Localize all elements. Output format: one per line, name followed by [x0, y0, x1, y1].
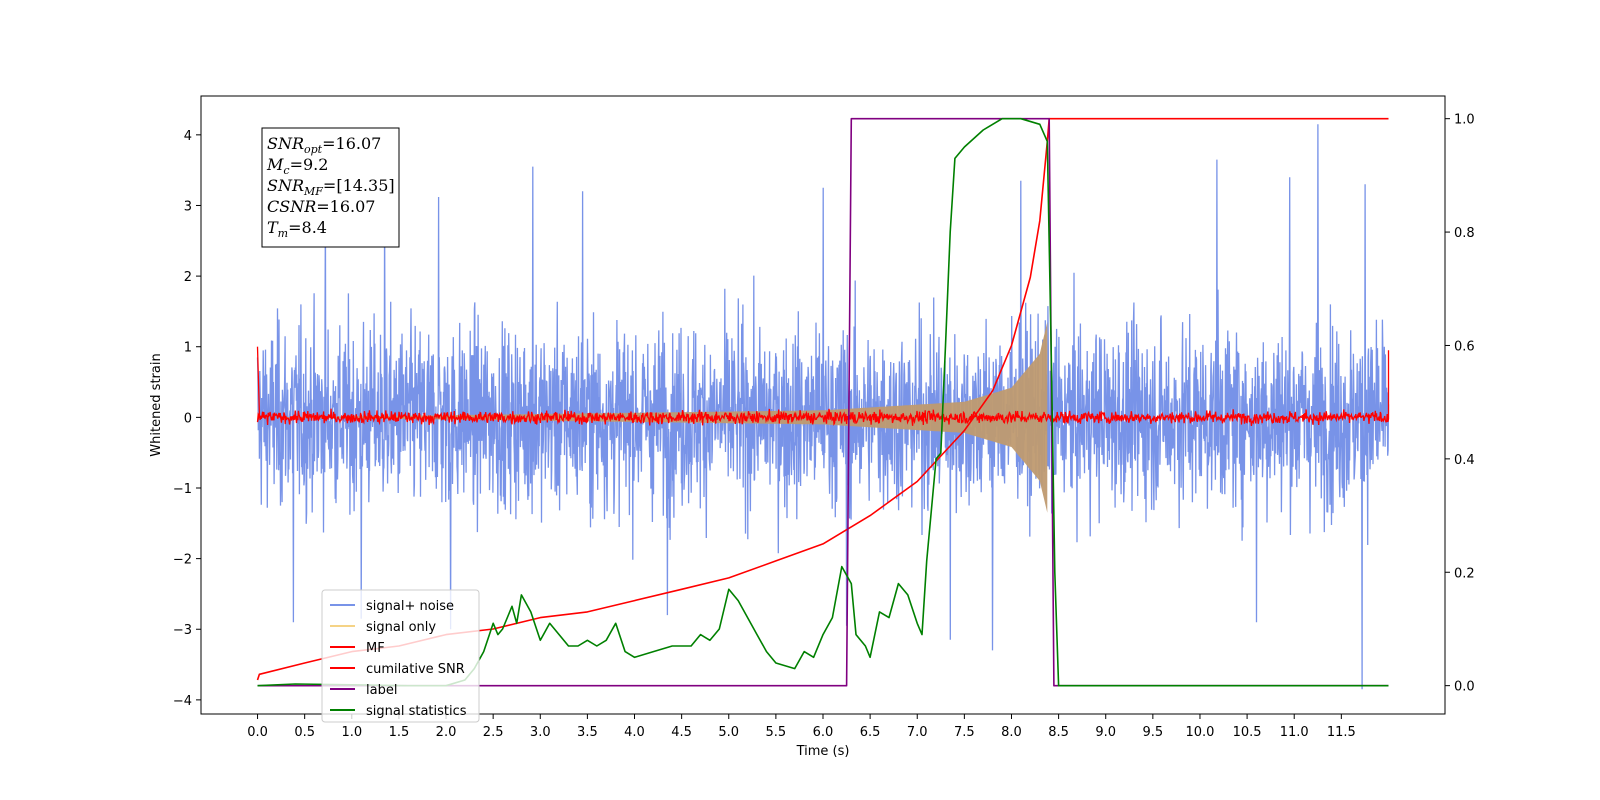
legend-label: signal only — [366, 620, 436, 635]
y-right-tick-label: 0.0 — [1454, 680, 1475, 695]
x-tick-label: 5.0 — [718, 725, 739, 740]
annotation-subscript: MF — [303, 185, 323, 198]
annotation-line: CSNR=16.07 — [267, 197, 375, 216]
legend-label: label — [366, 683, 397, 698]
x-tick-label: 1.5 — [389, 725, 410, 740]
series-mf-line — [256, 346, 1390, 427]
legend-label: signal statistics — [366, 704, 467, 719]
annotation-value: =[14.35] — [323, 176, 395, 195]
x-tick-label: 0.0 — [247, 725, 268, 740]
y-right-tick-label: 0.8 — [1454, 226, 1475, 241]
annotation-value: =16.07 — [316, 197, 375, 216]
x-tick-label: 11.0 — [1280, 725, 1309, 740]
x-tick-label: 11.5 — [1327, 725, 1356, 740]
x-tick-label: 4.5 — [671, 725, 692, 740]
x-tick-label: 9.5 — [1143, 725, 1164, 740]
annotation-line: SNRMF=[14.35] — [267, 176, 395, 198]
x-tick-label: 6.5 — [860, 725, 881, 740]
y-tick-label: 4 — [184, 129, 192, 144]
legend: signal+ noise signal only MF cumilative SNR… — [321, 589, 480, 723]
annotation-line: Tm=8.4 — [267, 218, 327, 240]
y-right-tick-label: 1.0 — [1454, 113, 1475, 128]
series-signal-noise-line — [256, 124, 1390, 690]
x-tick-label: 2.0 — [436, 725, 457, 740]
y-tick-label: −2 — [173, 553, 192, 568]
annotation-symbol: M — [266, 155, 284, 174]
x-tick-label: 2.5 — [483, 725, 504, 740]
y-tick-label: −4 — [173, 694, 192, 709]
y-right-tick-label: 0.2 — [1454, 566, 1475, 581]
annotation-symbol: CSNR — [267, 197, 316, 216]
annotation-symbol: T — [267, 218, 279, 237]
annotation-line: Mc=9.2 — [266, 155, 328, 177]
x-tick-label: 3.0 — [530, 725, 551, 740]
y-axis-right: 0.0 0.2 0.4 0.6 0.8 1.0 — [1445, 113, 1475, 695]
x-tick-label: 1.0 — [341, 725, 362, 740]
y-axis-title: Whitened strain — [149, 353, 164, 456]
legend-frame — [321, 589, 480, 723]
x-tick-label: 7.5 — [954, 725, 975, 740]
x-tick-label: 5.5 — [766, 725, 787, 740]
annotation-subscript: opt — [304, 143, 323, 156]
x-axis: 0.0 0.5 1.0 1.5 2.0 2.5 3.0 3.5 4.0 4.5 5.0 5.5 6.0 6… — [247, 714, 1356, 740]
x-tick-label: 10.5 — [1233, 725, 1262, 740]
y-tick-label: −1 — [173, 482, 192, 497]
x-tick-label: 9.0 — [1095, 725, 1116, 740]
y-tick-label: 1 — [184, 341, 192, 356]
y-tick-label: 0 — [184, 411, 192, 426]
x-tick-label: 7.0 — [907, 725, 928, 740]
annotation-frame — [261, 127, 400, 248]
x-tick-label: 0.5 — [294, 725, 315, 740]
y-right-tick-label: 0.6 — [1454, 339, 1475, 354]
y-tick-label: 2 — [184, 270, 192, 285]
annotation-box: SNRopt=16.07Mc=9.2SNRMF=[14.35]CSNR=16.0… — [261, 127, 400, 248]
legend-label: cumilative SNR — [366, 662, 465, 677]
x-tick-label: 6.0 — [813, 725, 834, 740]
legend-label: MF — [366, 641, 385, 656]
annotation-line: SNRopt=16.07 — [267, 134, 381, 156]
annotation-value: =9.2 — [290, 155, 329, 174]
x-tick-label: 10.0 — [1185, 725, 1214, 740]
y-right-tick-label: 0.4 — [1454, 453, 1475, 468]
x-tick-label: 4.0 — [624, 725, 645, 740]
y-axis-left: −4 −3 −2 −1 0 1 2 3 4 — [173, 129, 201, 709]
x-tick-label: 8.0 — [1001, 725, 1022, 740]
annotation-subscript: c — [283, 164, 289, 177]
annotation-symbol: SNR — [267, 176, 304, 195]
annotation-subscript: m — [278, 227, 288, 240]
x-tick-label: 3.5 — [577, 725, 598, 740]
y-tick-label: 3 — [184, 199, 192, 214]
series-signal-statistics-line — [257, 117, 1389, 687]
y-tick-label: −3 — [173, 623, 192, 638]
annotation-value: =8.4 — [288, 218, 327, 237]
annotation-symbol: SNR — [267, 134, 304, 153]
annotation-value: =16.07 — [322, 134, 381, 153]
x-axis-title: Time (s) — [796, 744, 850, 759]
legend-label: signal+ noise — [366, 599, 454, 614]
x-tick-label: 8.5 — [1048, 725, 1069, 740]
